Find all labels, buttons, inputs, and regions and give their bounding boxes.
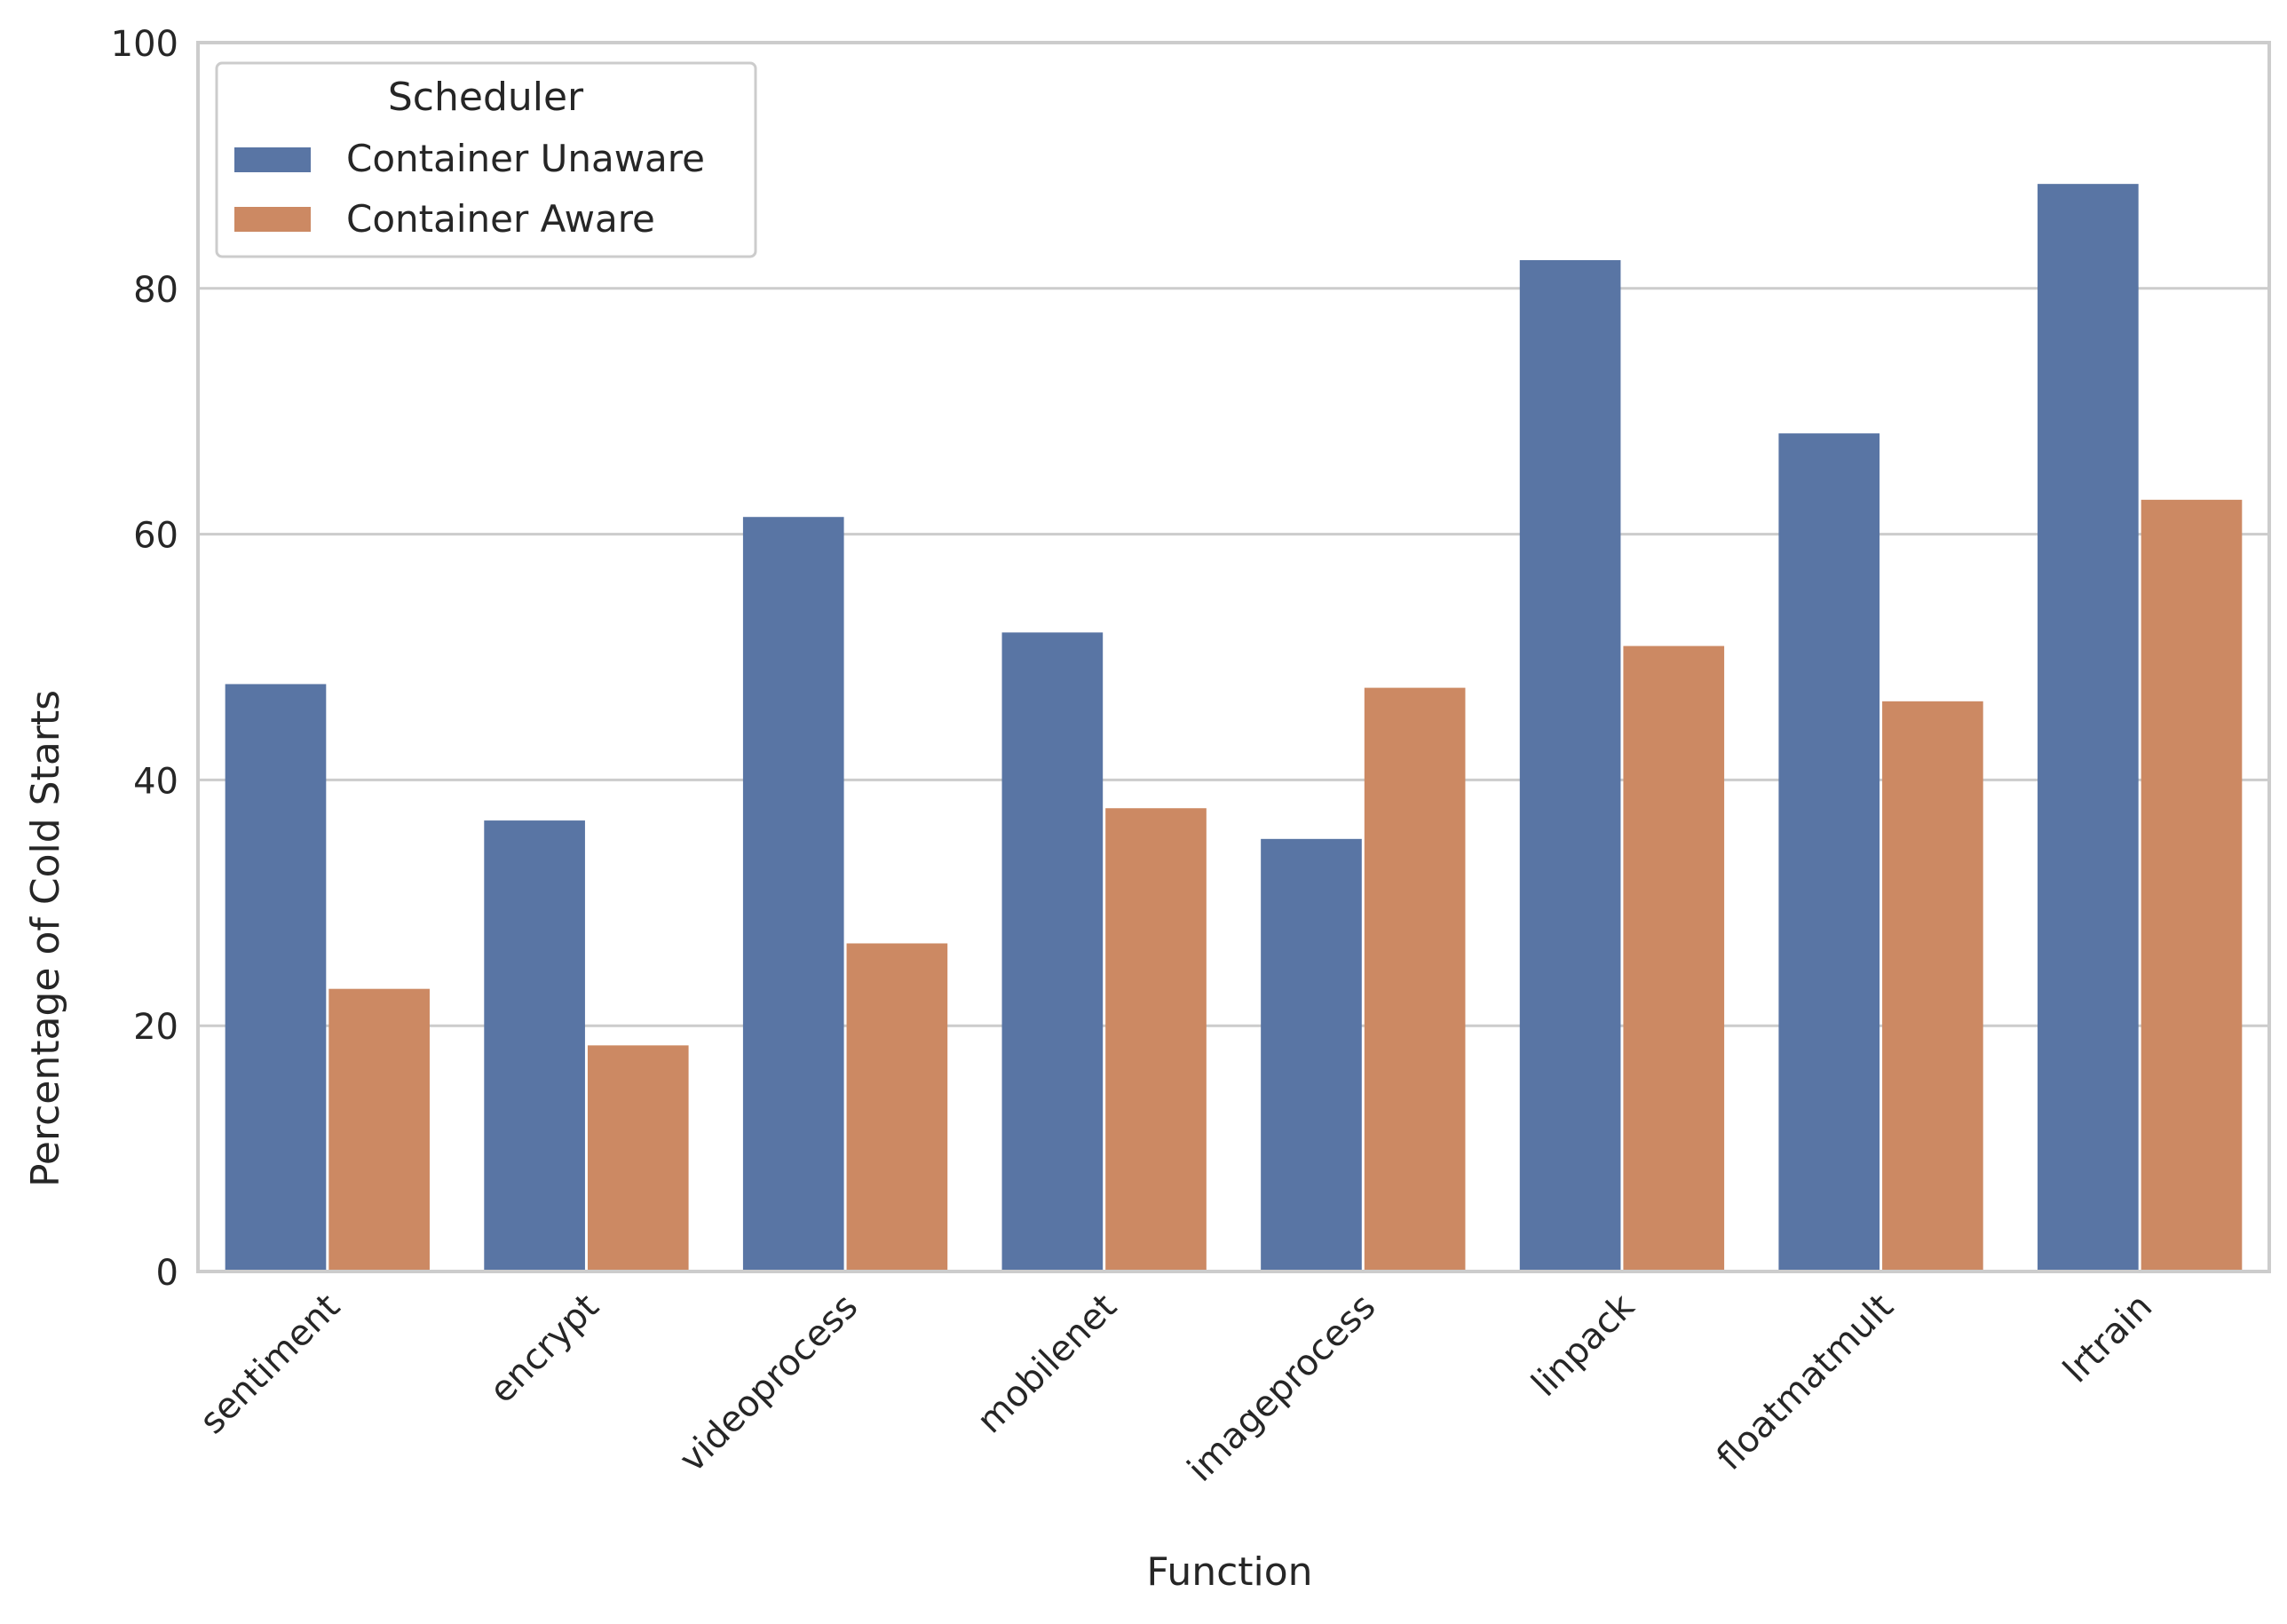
bar-container-unaware-videoprocess (742, 517, 844, 1271)
bar-container-aware-linpack (1623, 646, 1725, 1271)
bar-container-aware-lrtrain (2141, 499, 2243, 1271)
legend-label-container-unaware: Container Unaware (346, 137, 705, 180)
bar-container-aware-encrypt (587, 1045, 689, 1271)
bar-container-aware-sentiment (328, 988, 430, 1271)
plot-frame (196, 41, 2271, 1273)
bar-container-unaware-lrtrain (2038, 184, 2139, 1271)
bar-container-aware-imageprocess (1364, 687, 1466, 1271)
y-tick-label: 100 (111, 24, 178, 65)
bar-container-unaware-floatmatmult (1778, 433, 1880, 1271)
legend-title: Scheduler (388, 75, 584, 120)
y-tick-label: 40 (133, 761, 178, 802)
y-tick-label: 20 (133, 1007, 178, 1048)
y-tick-label: 80 (133, 270, 178, 311)
bar-container-aware-floatmatmult (1882, 701, 1983, 1271)
axes (196, 41, 2271, 1273)
bar-container-aware-videoprocess (846, 943, 948, 1271)
legend-swatch-container-aware (234, 207, 311, 232)
bar-container-unaware-mobilenet (1001, 632, 1104, 1271)
bars (225, 184, 2243, 1271)
legend-swatch-container-unaware (234, 147, 311, 172)
legend: Scheduler Container Unaware Container Aw… (215, 61, 757, 258)
bar-container-unaware-sentiment (225, 684, 327, 1271)
bar-container-unaware-imageprocess (1261, 838, 1362, 1271)
legend-label-container-aware: Container Aware (346, 197, 655, 241)
bar-container-aware-mobilenet (1105, 808, 1207, 1271)
legend-box (215, 61, 757, 258)
bar-container-unaware-encrypt (484, 820, 585, 1271)
y-tick-label: 0 (156, 1253, 178, 1294)
bar-container-unaware-linpack (1519, 259, 1621, 1271)
x-axis-label: Function (1146, 1549, 1312, 1595)
y-tick-label: 60 (133, 516, 178, 557)
y-axis-label: Percentage of Cold Starts (23, 690, 68, 1187)
